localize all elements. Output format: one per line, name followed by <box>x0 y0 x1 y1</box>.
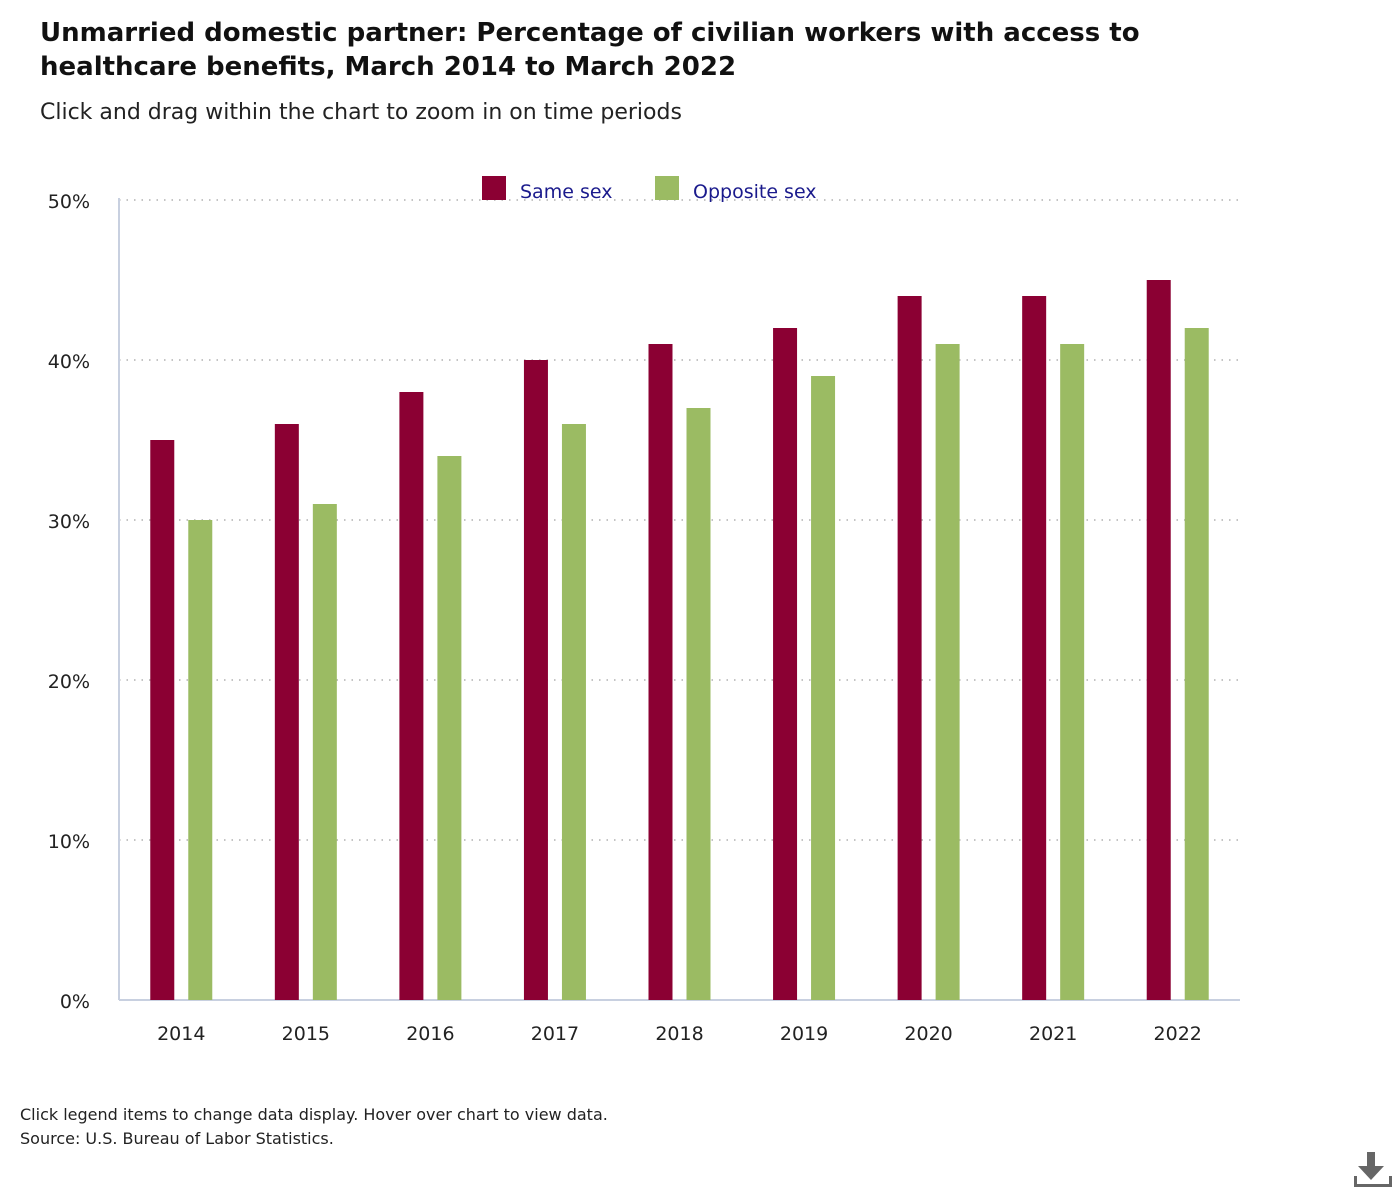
chart-title: Unmarried domestic partner: Percentage o… <box>40 18 1140 82</box>
bar-opposite-sex[interactable] <box>811 376 836 1000</box>
x-tick-label: 2018 <box>655 1023 703 1045</box>
bar-opposite-sex[interactable] <box>1060 344 1085 1000</box>
download-icon <box>1354 1152 1392 1187</box>
bar-opposite-sex[interactable] <box>561 424 586 1000</box>
legend-item-opposite-sex-label[interactable]: Opposite sex <box>693 181 817 203</box>
bar-same-sex[interactable] <box>648 344 673 1000</box>
legend-item-same-sex-label[interactable]: Same sex <box>520 181 612 203</box>
bar-same-sex[interactable] <box>274 424 299 1000</box>
footnote: Click legend items to change data displa… <box>20 1103 608 1151</box>
x-tick-label: 2021 <box>1029 1023 1077 1045</box>
bar-same-sex[interactable] <box>1022 296 1047 1000</box>
bar-same-sex[interactable] <box>150 440 175 1000</box>
bar-opposite-sex[interactable] <box>437 456 462 1000</box>
bar-chart[interactable]: 0% 10% 20% 30% 40% 50% 2014 2015 2016 2017 2018 201… <box>0 0 1400 1100</box>
footnote-source: Source: U.S. Bureau of Labor Statistics. <box>20 1129 334 1148</box>
bar-opposite-sex[interactable] <box>686 408 711 1000</box>
x-tick-label: 2022 <box>1154 1023 1202 1045</box>
y-tick-label: 40% <box>48 351 90 373</box>
bar-opposite-sex[interactable] <box>1184 328 1209 1000</box>
legend-item-opposite-sex-swatch[interactable] <box>655 176 679 200</box>
bar-opposite-sex[interactable] <box>188 520 213 1000</box>
footnote-note: Click legend items to change data displa… <box>20 1105 608 1124</box>
bar-same-sex[interactable] <box>897 296 922 1000</box>
bar-same-sex[interactable] <box>399 392 424 1000</box>
y-tick-label: 0% <box>60 991 90 1013</box>
legend-item-same-sex-swatch[interactable] <box>482 176 506 200</box>
bar-same-sex[interactable] <box>523 360 548 1000</box>
y-tick-label: 30% <box>48 511 90 533</box>
bar-same-sex[interactable] <box>1146 280 1171 1000</box>
download-button[interactable] <box>1352 1150 1394 1194</box>
y-tick-label: 50% <box>48 191 90 213</box>
bar-same-sex[interactable] <box>773 328 798 1000</box>
bar-opposite-sex[interactable] <box>312 504 337 1000</box>
x-tick-label: 2019 <box>780 1023 828 1045</box>
x-tick-label: 2015 <box>282 1023 330 1045</box>
x-tick-label: 2016 <box>406 1023 454 1045</box>
chart-subtitle: Click and drag within the chart to zoom … <box>40 100 682 125</box>
y-tick-label: 20% <box>48 671 90 693</box>
y-tick-label: 10% <box>48 831 90 853</box>
x-tick-label: 2020 <box>904 1023 952 1045</box>
x-tick-label: 2014 <box>157 1023 205 1045</box>
x-tick-label: 2017 <box>531 1023 579 1045</box>
bar-opposite-sex[interactable] <box>935 344 960 1000</box>
